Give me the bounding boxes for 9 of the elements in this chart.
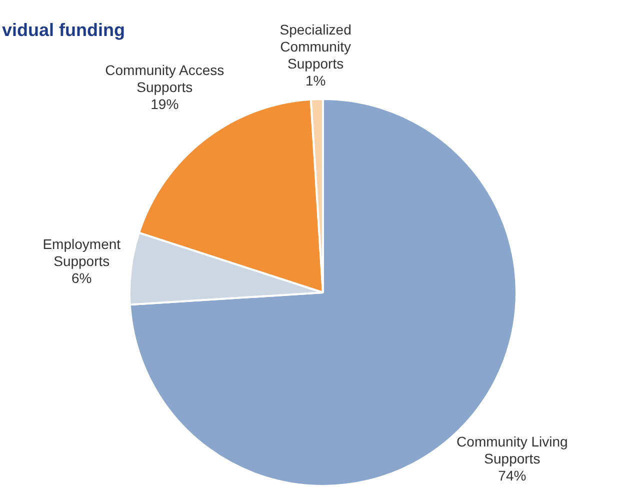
slice-label: Community Access Supports [105,62,224,96]
slice-label: Employment Supports [42,236,121,269]
slice-label: Specialized Community Supports [280,21,352,72]
data-label: 19% [150,96,179,112]
data-label: 6% [72,270,92,286]
data-label: 74% [498,467,526,484]
chart-title: vidual funding [2,20,125,40]
slice-label: Community Living Supports [456,433,568,466]
data-label: 1% [305,72,326,88]
